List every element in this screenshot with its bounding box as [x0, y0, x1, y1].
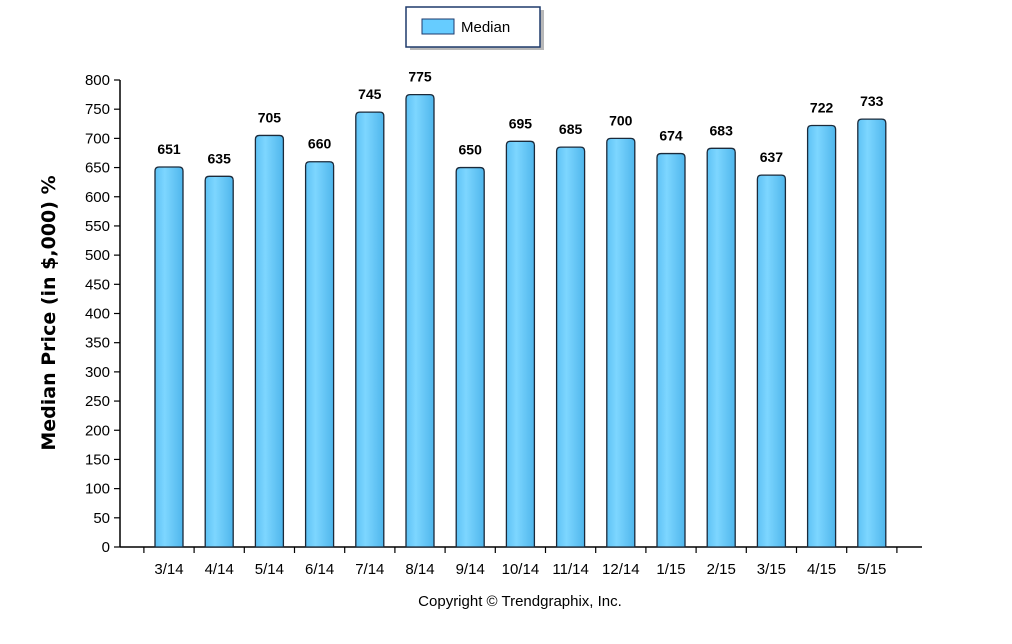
bar-5-14	[254, 134, 285, 548]
x-tick-label: 4/14	[205, 561, 234, 578]
x-tick-label: 10/14	[502, 561, 540, 578]
x-tick-label: 2/15	[707, 561, 736, 578]
data-label: 650	[459, 142, 483, 158]
data-label: 695	[509, 115, 533, 131]
y-tick-label: 550	[85, 218, 110, 235]
data-labels: 651 635 705 660 745 775 650 695 685 700 674 683 637 7…	[157, 69, 883, 167]
x-tick-label: 4/15	[807, 561, 836, 578]
x-tick-label: 7/14	[355, 561, 384, 578]
x-tick-label: 5/15	[857, 561, 886, 578]
data-label: 637	[760, 149, 784, 165]
y-axis-title: Median Price (in $,000) %	[38, 175, 60, 450]
data-label: 635	[208, 150, 232, 166]
x-tick-label: 11/14	[552, 561, 588, 578]
data-label: 685	[559, 121, 583, 137]
data-label: 775	[408, 69, 432, 85]
bars	[154, 93, 887, 548]
y-tick-label: 700	[85, 130, 110, 147]
bar-9-14	[455, 166, 485, 548]
x-tick-label: 3/15	[757, 561, 786, 578]
y-tick-label: 650	[85, 160, 110, 177]
y-tick-label: 100	[85, 481, 110, 498]
y-tick-label: 500	[85, 247, 110, 264]
y-axis: 0 50 100 150 200 250 300 350 400 450 500 550 600 650 7…	[85, 72, 121, 556]
x-tick-label: 3/14	[154, 561, 183, 578]
legend-label: Median	[461, 19, 510, 36]
bar-10-14	[505, 140, 536, 548]
bar-7-14	[355, 111, 385, 548]
y-tick-label: 350	[85, 335, 110, 352]
data-label: 733	[860, 93, 884, 109]
y-tick-label: 800	[85, 72, 110, 89]
y-tick-label: 300	[85, 364, 110, 381]
y-tick-label: 150	[85, 451, 110, 468]
data-label: 683	[710, 122, 734, 138]
legend-swatch	[421, 18, 455, 35]
legend: Median	[405, 6, 544, 50]
bar-4-15	[806, 124, 837, 548]
data-label: 674	[659, 128, 683, 144]
bar-5-15	[857, 118, 887, 548]
x-tick-label: 6/14	[305, 561, 334, 578]
y-tick-label: 750	[85, 101, 110, 118]
bar-6-14	[304, 161, 335, 548]
bar-8-14	[405, 93, 435, 548]
bar-3-15	[756, 174, 787, 548]
data-label: 705	[258, 109, 282, 125]
bar-1-15	[656, 152, 686, 548]
data-label: 651	[157, 141, 181, 157]
data-label: 745	[358, 86, 382, 102]
bar-12-14	[606, 137, 636, 548]
data-label: 660	[308, 136, 332, 152]
bar-11-14	[555, 146, 586, 548]
y-tick-label: 250	[85, 393, 110, 410]
data-label: 700	[609, 112, 633, 128]
y-tick-label: 0	[102, 539, 110, 556]
y-tick-label: 400	[85, 306, 110, 323]
y-tick-label: 50	[93, 510, 110, 527]
x-tick-label: 1/15	[656, 561, 685, 578]
x-tick-label: 8/14	[405, 561, 434, 578]
bar-2-15	[706, 147, 736, 548]
bar-4-14	[204, 175, 234, 548]
bar-3-14	[154, 166, 184, 548]
data-label: 722	[810, 100, 834, 116]
x-tick-label: 12/14	[602, 561, 640, 578]
y-tick-label: 200	[85, 422, 110, 439]
x-axis: 3/14 4/14 5/14 6/14 7/14 8/14 9/14 10/14 11/14 12…	[120, 546, 922, 578]
x-tick-label: 9/14	[456, 561, 485, 578]
y-tick-label: 450	[85, 276, 110, 293]
y-tick-label: 600	[85, 189, 110, 206]
x-tick-label: 5/14	[255, 561, 284, 578]
copyright-text: Copyright © Trendgraphix, Inc.	[418, 593, 622, 610]
